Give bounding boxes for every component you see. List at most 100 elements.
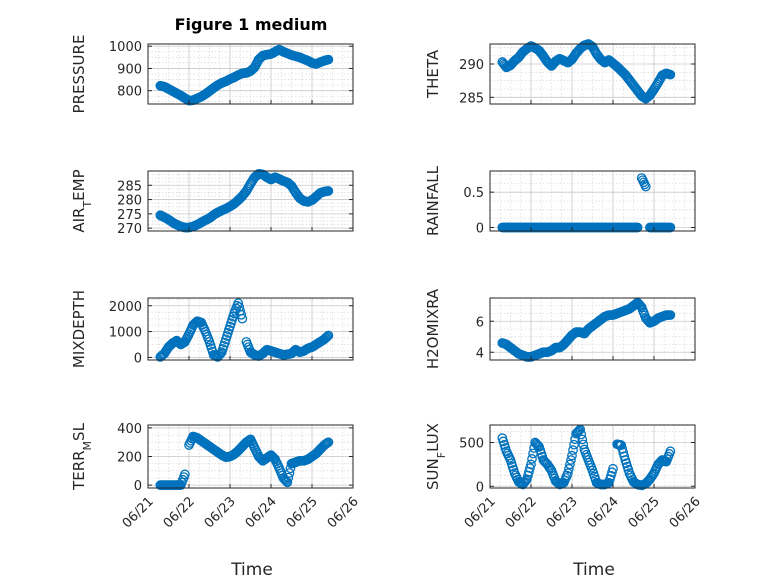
x-tick-label: 06/26 <box>325 494 362 531</box>
data-point <box>232 300 243 311</box>
data-point <box>564 463 574 474</box>
data-point <box>660 456 671 467</box>
x-tick-label: 06/26 <box>667 494 704 531</box>
x-tick-label: 06/24 <box>243 494 280 531</box>
y-axis-label: PRESSURE <box>70 35 88 114</box>
subplot-theta: 285 290 THETA <box>424 39 696 106</box>
axes-frame <box>489 170 696 232</box>
y-axis-label: RAINFALL <box>424 165 442 236</box>
y-tick-label: 285 <box>459 91 484 106</box>
axes-frame <box>489 424 696 489</box>
y-tick-label: 0 <box>134 479 142 494</box>
data-point <box>322 331 333 342</box>
data-point <box>567 450 577 461</box>
data-point <box>525 463 535 473</box>
x-tick-label: 06/24 <box>585 494 622 531</box>
data-point <box>586 463 597 473</box>
data-point <box>573 426 584 437</box>
y-tick-label: 0 <box>476 221 484 236</box>
subplot-pressure: 800 900 1000 PRESSURE <box>70 35 354 114</box>
data-point <box>664 449 675 459</box>
data-point <box>236 309 247 320</box>
y-tick-label: 900 <box>117 62 142 77</box>
subplot-sun-flux: 0 500 06/21 06/22 06/23 06/24 06/25 06/26 SUNFLU… <box>424 423 704 531</box>
data-point <box>280 475 291 485</box>
axes-frame <box>147 297 354 361</box>
data-point <box>562 470 572 481</box>
subplot-h2omixra: 4 6 H2OMIXRA <box>424 288 696 369</box>
y-tick-label: 270 <box>117 222 142 237</box>
data-point <box>504 452 515 463</box>
data-point <box>322 54 333 65</box>
data-point <box>203 334 214 345</box>
series-markers <box>155 44 334 106</box>
data-point <box>576 429 587 440</box>
y-tick-label: 800 <box>117 85 142 100</box>
x-tick-label: 06/23 <box>202 494 239 531</box>
axes-frame <box>489 297 696 361</box>
y-tick-label: 1000 <box>109 326 142 341</box>
y-axis-label: AIRTEMP <box>70 169 94 232</box>
y-axis-label: SUNFLUX <box>424 423 448 490</box>
x-tick-label: 06/21 <box>462 494 499 531</box>
subplot-mixdepth: 0 1000 2000 MIXDEPTH <box>70 290 354 368</box>
x-tick-label: 06/25 <box>626 494 663 531</box>
y-tick-label: 1000 <box>109 40 142 55</box>
data-point <box>568 445 578 456</box>
axes-frame <box>489 43 696 105</box>
y-tick-label: 290 <box>459 58 484 73</box>
data-point <box>284 468 295 478</box>
data-point <box>565 459 575 470</box>
data-point <box>634 300 645 310</box>
data-point <box>524 466 534 477</box>
data-point <box>566 455 576 465</box>
y-axis-label: THETA <box>424 49 442 99</box>
data-point <box>282 477 293 488</box>
series-markers <box>497 39 676 104</box>
x-axis-label-left: Time <box>230 560 273 580</box>
subplot-terr-msl: 0 200 400 06/21 06/22 06/23 06/24 06/25 06/26 TER… <box>70 422 362 531</box>
data-point <box>618 447 629 458</box>
data-point <box>283 472 294 483</box>
data-point <box>518 478 529 489</box>
y-tick-label: 4 <box>476 346 484 361</box>
x-axis-label-right: Time <box>572 560 615 580</box>
data-point <box>527 454 537 464</box>
y-tick-label: 0 <box>476 480 484 495</box>
x-tick-label: 06/25 <box>284 494 321 531</box>
x-tick-label: 06/23 <box>544 494 581 531</box>
data-point <box>521 475 531 486</box>
data-point <box>321 332 332 343</box>
data-point <box>631 222 642 233</box>
data-point <box>322 186 333 196</box>
data-point <box>607 467 617 478</box>
data-point <box>224 324 234 335</box>
data-point <box>664 310 675 320</box>
series-markers <box>497 424 676 491</box>
data-point <box>532 439 543 450</box>
subplot-grid: 800 900 1000 PRESSURE 285 290 THETA 27027528028… <box>70 35 704 532</box>
y-tick-label: 0 <box>134 351 142 366</box>
series-markers <box>497 297 676 362</box>
data-point <box>322 438 333 448</box>
y-axis-label: MIXDEPTH <box>70 290 88 368</box>
data-point <box>639 179 650 190</box>
series-markers <box>497 173 676 233</box>
axes-frame <box>147 43 354 105</box>
series-markers <box>155 431 334 490</box>
data-point <box>664 69 675 80</box>
data-point <box>243 182 254 193</box>
data-point <box>220 337 230 348</box>
y-axis-label: H2OMIXRA <box>424 288 442 369</box>
data-point <box>647 471 657 482</box>
data-point <box>174 480 185 490</box>
data-point <box>320 333 331 344</box>
data-point <box>214 349 225 360</box>
data-point <box>630 299 641 310</box>
data-point <box>629 300 640 310</box>
y-tick-label: 0.5 <box>463 186 484 201</box>
data-point <box>651 81 661 91</box>
data-point <box>279 474 290 484</box>
